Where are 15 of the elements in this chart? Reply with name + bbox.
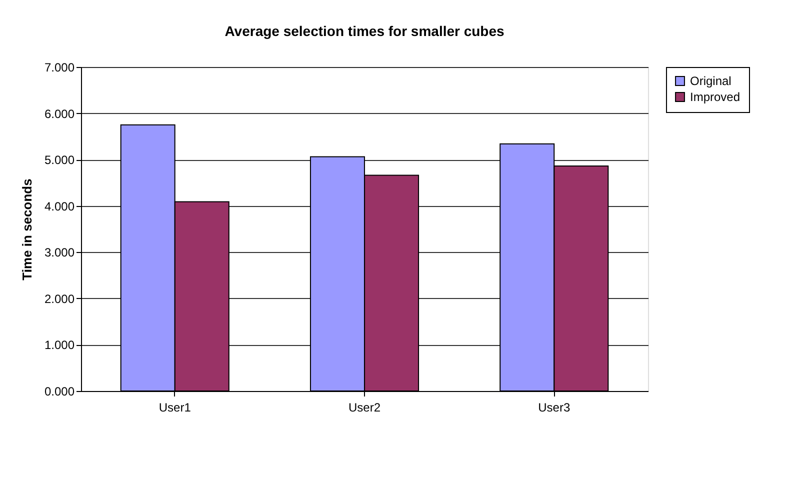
y-tick-label: 0.000 bbox=[44, 384, 75, 398]
chart-title: Average selection times for smaller cubes bbox=[224, 23, 505, 39]
y-tick-label: 2.000 bbox=[44, 292, 75, 306]
y-tick-label: 6.000 bbox=[44, 106, 75, 121]
y-tick-label: 5.000 bbox=[44, 153, 75, 168]
x-tick-label: User1 bbox=[158, 400, 192, 414]
y-axis-title: Time in seconds bbox=[19, 178, 34, 280]
legend-label: Improved bbox=[690, 90, 740, 104]
y-tick-label: 3.000 bbox=[44, 246, 75, 260]
y-tick-label: 4.000 bbox=[44, 199, 75, 214]
legend-label: Original bbox=[690, 74, 732, 88]
y-tick-label: 7.000 bbox=[44, 60, 75, 74]
y-tick-label: 1.000 bbox=[44, 338, 75, 352]
x-tick-label: User2 bbox=[348, 400, 381, 414]
x-tick-label: User3 bbox=[538, 400, 570, 414]
